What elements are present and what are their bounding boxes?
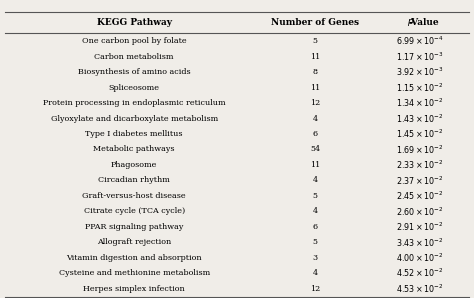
Text: $p$: $p$ <box>407 17 415 28</box>
Text: 11: 11 <box>310 52 320 60</box>
Text: Allograft rejection: Allograft rejection <box>97 238 171 246</box>
Text: Spliceosome: Spliceosome <box>109 83 160 91</box>
Text: 3: 3 <box>313 254 318 262</box>
Text: $3.92 \times 10^{-3}$: $3.92 \times 10^{-3}$ <box>396 66 443 78</box>
Text: Carbon metabolism: Carbon metabolism <box>94 52 174 60</box>
Text: PPAR signaling pathway: PPAR signaling pathway <box>85 223 183 231</box>
Text: $2.91 \times 10^{-2}$: $2.91 \times 10^{-2}$ <box>396 221 443 233</box>
Text: $1.17 \times 10^{-3}$: $1.17 \times 10^{-3}$ <box>396 50 443 63</box>
Text: Metabolic pathways: Metabolic pathways <box>93 145 175 153</box>
Text: 4: 4 <box>313 269 318 277</box>
Text: 4: 4 <box>313 176 318 184</box>
Text: $3.43 \times 10^{-2}$: $3.43 \times 10^{-2}$ <box>396 236 443 249</box>
Text: $2.60 \times 10^{-2}$: $2.60 \times 10^{-2}$ <box>396 205 443 218</box>
Text: $1.45 \times 10^{-2}$: $1.45 \times 10^{-2}$ <box>396 128 443 140</box>
Text: $1.34 \times 10^{-2}$: $1.34 \times 10^{-2}$ <box>396 97 443 109</box>
Text: Glyoxylate and dicarboxylate metabolism: Glyoxylate and dicarboxylate metabolism <box>51 114 218 122</box>
Text: Cysteine and methionine metabolism: Cysteine and methionine metabolism <box>58 269 210 277</box>
Text: $6.99 \times 10^{-4}$: $6.99 \times 10^{-4}$ <box>396 35 443 47</box>
Text: 6: 6 <box>313 130 318 138</box>
Text: 54: 54 <box>310 145 320 153</box>
Text: $4.53 \times 10^{-2}$: $4.53 \times 10^{-2}$ <box>396 283 443 295</box>
Text: $2.33 \times 10^{-2}$: $2.33 \times 10^{-2}$ <box>396 159 443 171</box>
Text: $1.15 \times 10^{-2}$: $1.15 \times 10^{-2}$ <box>396 81 443 94</box>
Text: $1.69 \times 10^{-2}$: $1.69 \times 10^{-2}$ <box>396 143 443 156</box>
Text: Type I diabetes mellitus: Type I diabetes mellitus <box>85 130 183 138</box>
Text: -Value: -Value <box>409 18 439 27</box>
Text: KEGG Pathway: KEGG Pathway <box>97 18 172 27</box>
Text: 12: 12 <box>310 99 320 107</box>
Text: Graft-versus-host disease: Graft-versus-host disease <box>82 192 186 200</box>
Text: Herpes simplex infection: Herpes simplex infection <box>83 285 185 293</box>
Text: Number of Genes: Number of Genes <box>271 18 359 27</box>
Text: 8: 8 <box>313 68 318 76</box>
Text: 11: 11 <box>310 83 320 91</box>
Text: $4.00 \times 10^{-2}$: $4.00 \times 10^{-2}$ <box>396 252 443 264</box>
Text: $4.52 \times 10^{-2}$: $4.52 \times 10^{-2}$ <box>396 267 443 280</box>
Text: 4: 4 <box>313 114 318 122</box>
Text: 6: 6 <box>313 223 318 231</box>
Text: Protein processing in endoplasmic reticulum: Protein processing in endoplasmic reticu… <box>43 99 226 107</box>
Text: 12: 12 <box>310 285 320 293</box>
Text: 5: 5 <box>313 37 318 45</box>
Text: 4: 4 <box>313 207 318 215</box>
Text: Phagosome: Phagosome <box>111 161 157 169</box>
Text: 5: 5 <box>313 192 318 200</box>
Text: Biosynthesis of amino acids: Biosynthesis of amino acids <box>78 68 191 76</box>
Text: $2.45 \times 10^{-2}$: $2.45 \times 10^{-2}$ <box>396 190 443 202</box>
Text: 5: 5 <box>313 238 318 246</box>
Text: One carbon pool by folate: One carbon pool by folate <box>82 37 186 45</box>
Text: Circadian rhythm: Circadian rhythm <box>98 176 170 184</box>
Text: Vitamin digestion and absorption: Vitamin digestion and absorption <box>66 254 202 262</box>
Text: 11: 11 <box>310 161 320 169</box>
Text: Citrate cycle (TCA cycle): Citrate cycle (TCA cycle) <box>83 207 185 215</box>
Text: $1.43 \times 10^{-2}$: $1.43 \times 10^{-2}$ <box>396 112 443 125</box>
Text: $2.37 \times 10^{-2}$: $2.37 \times 10^{-2}$ <box>396 174 443 187</box>
